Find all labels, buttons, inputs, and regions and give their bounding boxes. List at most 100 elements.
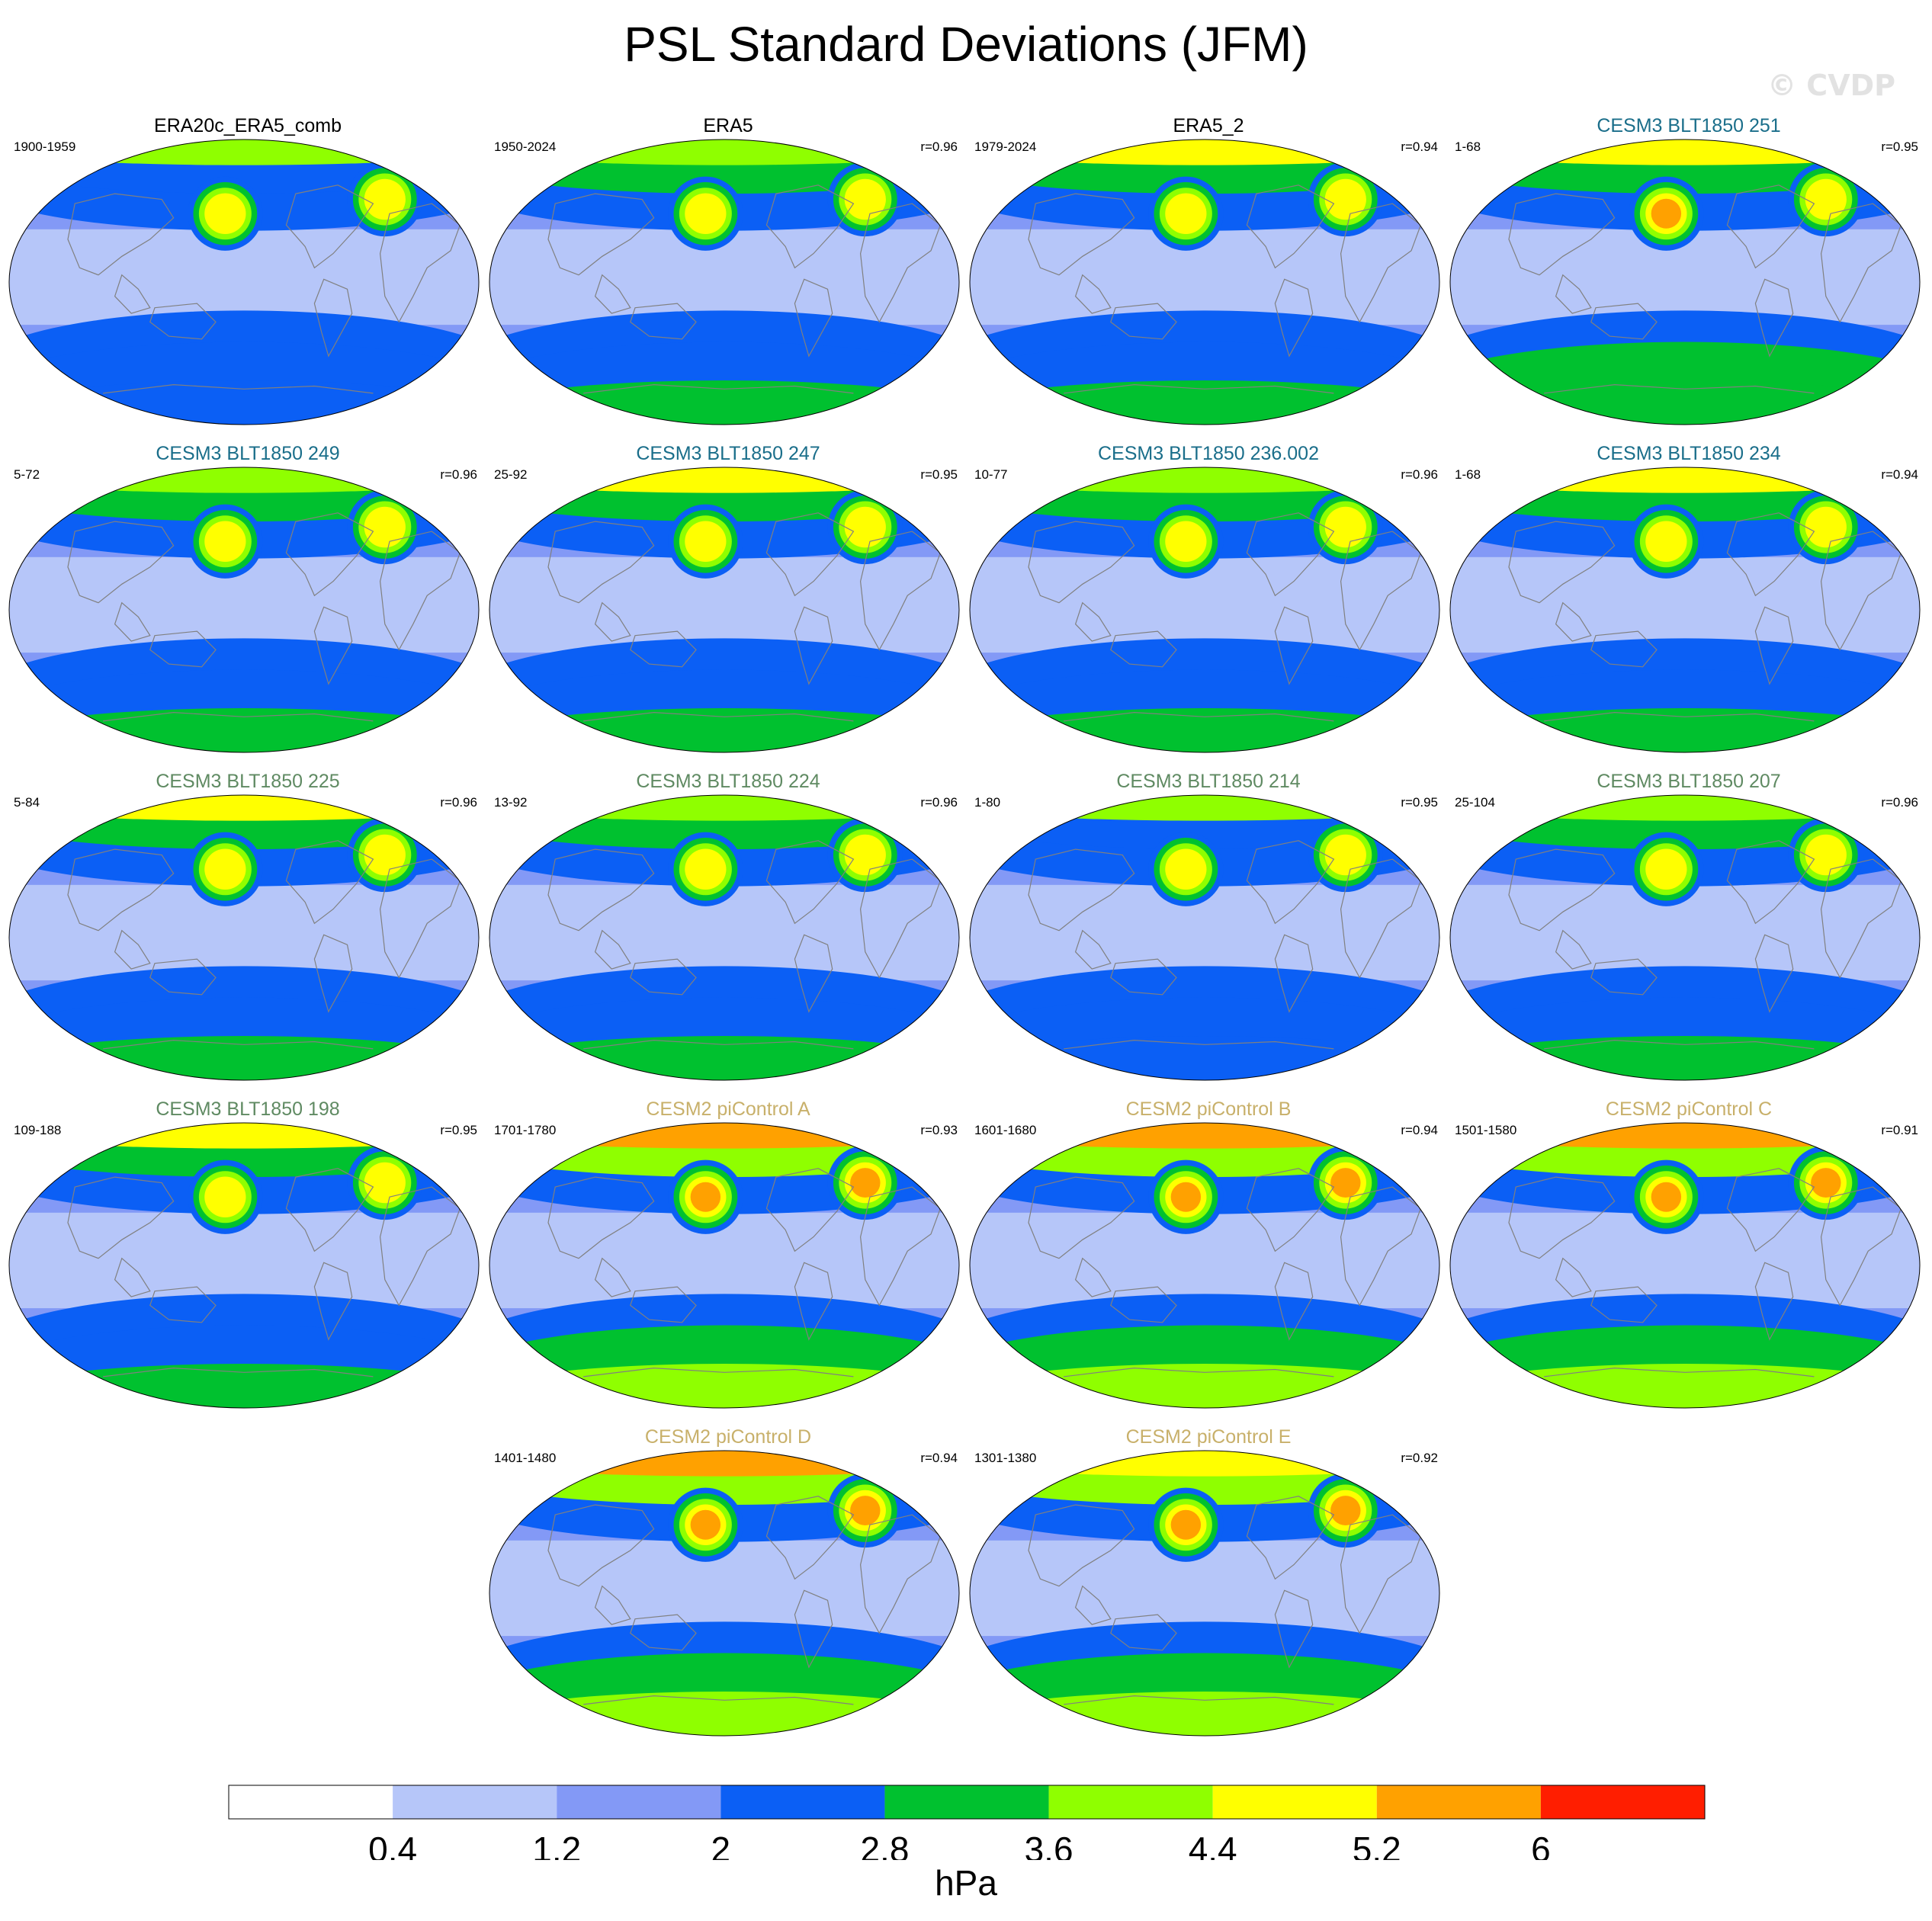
map-boundary [489,467,960,753]
coastline [1274,278,1314,358]
map-panel: CESM2 piControl C 1501-1580 r=0.91 [1449,1098,1929,1418]
coastline [114,1257,151,1297]
coastline [630,958,697,996]
colorbar-frame [228,1785,1706,1820]
panel-correlation: r=0.94 [1401,1123,1438,1137]
coastline [594,601,631,642]
psl-stddev-map [489,794,960,1081]
coastline [1274,1589,1314,1669]
panel-correlation: r=0.92 [1401,1451,1438,1465]
map-boundary [8,467,480,753]
map-boundary [8,794,480,1081]
coastline [1544,1367,1815,1377]
map-boundary [969,139,1440,425]
map-panel: CESM2 piControl D 1401-1480 r=0.94 [488,1426,968,1746]
coastline [1820,531,1902,651]
shading-variance-max [1651,198,1682,229]
map-panel: CESM2 piControl E 1301-1380 r=0.92 [968,1426,1449,1746]
panel-correlation: r=0.95 [440,1123,477,1137]
psl-stddev-map [489,1122,960,1409]
coastline [765,1168,855,1252]
psl-stddev-map [969,1450,1440,1737]
panel-correlation: r=0.94 [1881,467,1918,482]
coastline [149,630,217,668]
shading-variance-max [1170,1182,1202,1212]
shading-variance-max [1165,521,1207,562]
cvdp-watermark: © CVDP [1767,69,1895,102]
shading-variance-max [364,1162,406,1204]
coastline [1064,1695,1334,1705]
colorbar-swatch [1376,1785,1541,1819]
shading-variance-max [685,193,727,234]
panel-title: CESM2 piControl B [1125,1098,1292,1120]
psl-stddev-map [969,1122,1440,1409]
colorbar-tick-label: 2.8 [860,1830,909,1860]
coastline [149,958,217,996]
map-panel: CESM3 BLT1850 207 25-104 r=0.96 [1449,770,1929,1090]
coastline [1544,383,1815,394]
coastline [1110,958,1177,996]
panel-correlation: r=0.96 [920,795,958,810]
shading-variance-max [850,1168,881,1198]
panel-years: 1501-1580 [1455,1123,1517,1137]
panel-correlation: r=0.96 [920,140,958,154]
coastline [285,184,374,269]
map-panel: CESM3 BLT1850 247 25-92 r=0.95 [488,442,968,762]
coastline [1508,1176,1616,1259]
coastline [379,531,461,651]
colorbar-swatch [1048,1785,1213,1819]
coastline [547,193,655,276]
shading-variance-max [844,834,886,876]
shading-variance-max [1165,193,1207,234]
map-boundary [489,1122,960,1409]
panel-title: CESM3 BLT1850 249 [156,443,340,464]
shading-variance-max [1645,521,1687,562]
coastline [765,840,855,925]
map-boundary [1449,467,1921,753]
psl-stddev-map [1449,1122,1921,1409]
shading-variance-max [1645,848,1687,890]
shading-variance-max [1811,1168,1841,1198]
coastline [1028,1176,1135,1259]
shading-variance-max [690,1182,721,1212]
panel-correlation: r=0.95 [920,467,958,482]
panel-correlation: r=0.96 [440,795,477,810]
coastline [114,274,151,314]
coastline [379,858,461,979]
figure-title: PSL Standard Deviations (JFM) [624,17,1308,72]
coastline [1340,531,1422,651]
shading-variance-max [204,521,246,562]
coastline [1555,274,1592,314]
map-boundary [8,1122,480,1409]
coastline [1508,193,1616,276]
map-panel: ERA5 1950-2024 r=0.96 [488,114,968,435]
map-boundary [969,794,1440,1081]
coastline [1110,303,1177,340]
coastline [1820,203,1902,323]
panel-title: CESM3 BLT1850 207 [1597,771,1781,792]
coastline [1074,1257,1112,1297]
panel-years: 25-104 [1455,795,1495,810]
map-boundary [489,794,960,1081]
coastline [313,606,353,685]
shading-variance-max [204,1176,246,1217]
coastline [1028,521,1135,604]
map-boundary [969,1122,1440,1409]
coastline [313,278,353,358]
shading-variance-max [204,193,246,234]
coastline [103,1039,374,1050]
coastline [1754,278,1794,358]
coastline [1820,858,1902,979]
coastline [547,1504,655,1587]
coastline [1555,601,1592,642]
panel-correlation: r=0.95 [1401,795,1438,810]
coastline [583,1367,854,1377]
coastline [1064,1367,1334,1377]
coastline [547,521,655,604]
coastline [1754,606,1794,685]
map-panel: CESM3 BLT1850 214 1-80 r=0.95 [968,770,1449,1090]
coastline [1340,1514,1422,1634]
coastline [594,1585,631,1625]
coastline [859,203,942,323]
coastline [103,383,374,394]
